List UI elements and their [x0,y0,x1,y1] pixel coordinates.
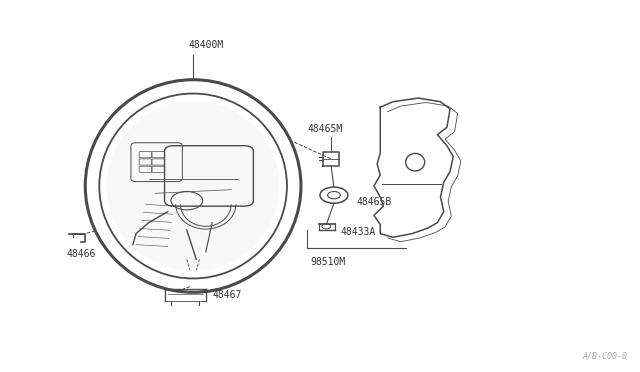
Text: A/B-C00-0: A/B-C00-0 [582,351,628,360]
Text: 48466: 48466 [66,249,95,259]
Text: 48465M: 48465M [307,124,342,134]
Text: 48465B: 48465B [356,198,392,208]
Text: 48400M: 48400M [188,41,223,51]
Ellipse shape [107,101,280,271]
Text: 98510M: 98510M [310,257,346,267]
Text: 48467: 48467 [212,290,241,300]
Text: 48433A: 48433A [341,227,376,237]
